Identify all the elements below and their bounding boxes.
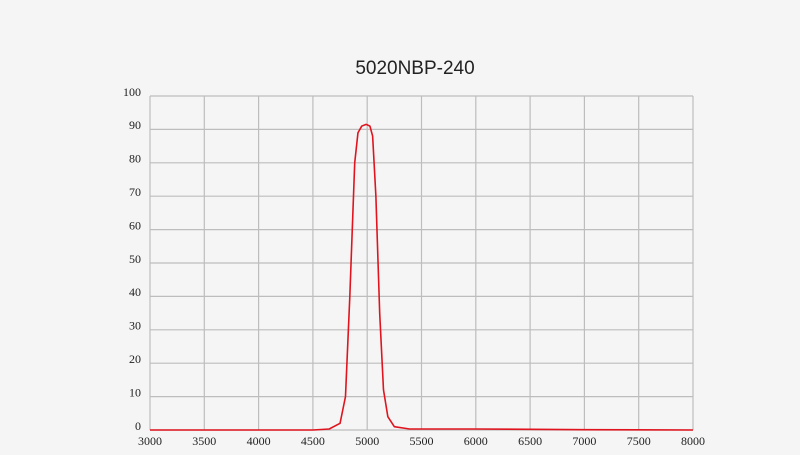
x-tick-label: 8000 (681, 434, 705, 448)
y-tick-label: 50 (129, 252, 141, 266)
y-tick-label: 10 (129, 385, 141, 399)
y-tick-label: 80 (129, 152, 141, 166)
x-tick-label: 7000 (572, 434, 596, 448)
y-tick-label: 60 (129, 218, 141, 232)
y-tick-label: 40 (129, 285, 141, 299)
x-tick-label: 6000 (464, 434, 488, 448)
data-line (150, 123, 694, 431)
y-tick-label: 100 (123, 85, 141, 99)
y-tick-label: 70 (129, 185, 141, 199)
x-tick-label: 4000 (247, 434, 271, 448)
x-tick-label: 7500 (627, 434, 651, 448)
x-tick-label: 3000 (138, 434, 162, 448)
y-tick-label: 20 (129, 352, 141, 366)
x-tick-label: 6500 (518, 434, 542, 448)
chart-title: 5020NBP-240 (355, 58, 474, 79)
y-tick-label: 90 (129, 118, 141, 132)
x-tick-label: 5000 (355, 434, 379, 448)
x-tick-label: 5500 (410, 434, 434, 448)
y-tick-label: 0 (135, 419, 141, 433)
x-tick-label: 4500 (301, 434, 325, 448)
y-tick-label: 30 (129, 319, 141, 333)
x-tick-label: 3500 (192, 434, 216, 448)
